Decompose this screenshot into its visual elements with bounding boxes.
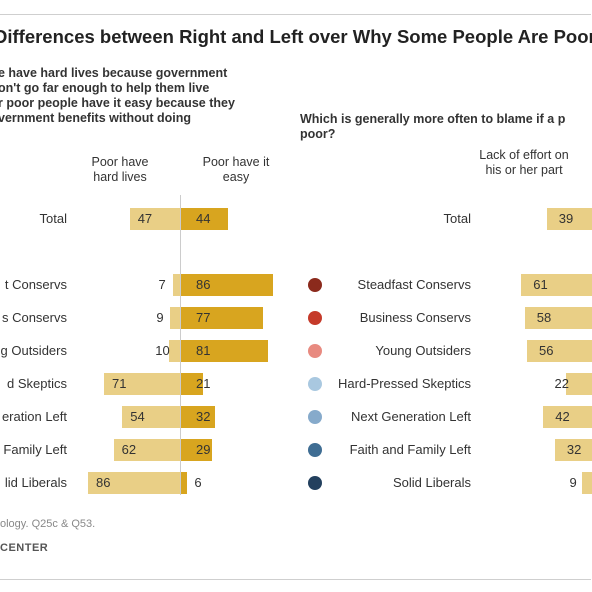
right-question-line: Which is generally more often to blame i… (300, 112, 566, 126)
bar-hard-lives (129, 208, 180, 230)
bar-label-easy: 77 (196, 310, 211, 325)
footer-source: ology. Q25c & Q53. (0, 518, 96, 530)
bar-label-lack-effort: 9 (569, 475, 577, 490)
bar-label-hard-lives: 71 (112, 376, 127, 391)
bar-label-lack-effort: 61 (533, 277, 548, 292)
right-question-line: poor? (300, 127, 336, 141)
segment-dot (308, 476, 322, 490)
footer-org: CENTER (0, 542, 49, 554)
segment-dot (308, 311, 322, 325)
left-row-label: s Conservs (1, 310, 67, 325)
bar-lack-effort (524, 307, 592, 329)
bar-lack-effort (546, 208, 592, 230)
left-question-line: vernment benefits without doing (0, 111, 192, 125)
right-row-label: Total (443, 211, 471, 226)
right-row-label: Next Generation Left (351, 409, 471, 424)
right-row-label: Hard-Pressed Skeptics (338, 376, 471, 391)
col-header-easy: Poor have it easy (202, 155, 270, 184)
bar-easy (181, 406, 216, 428)
bar-lack-effort (554, 439, 592, 461)
bar-label-lack-effort: 58 (536, 310, 552, 325)
bar-easy (181, 472, 188, 494)
bar-hard-lives (169, 340, 180, 362)
segment-dot (308, 410, 322, 424)
left-question-line: on't go far enough to help them live (0, 81, 210, 95)
left-row-label: d Skeptics (7, 376, 67, 391)
col-header-hard-lives: Poor have hard lives (91, 155, 149, 184)
left-question: e have hard lives because government on'… (0, 66, 235, 126)
right-row-label: Young Outsiders (375, 343, 471, 358)
left-row-label: Total (39, 211, 67, 226)
bar-lack-effort (581, 472, 592, 494)
bar-hard-lives (113, 439, 180, 461)
right-row-label: Business Conservs (359, 310, 471, 325)
bar-label-hard-lives: 62 (121, 442, 137, 457)
col-header-lack-effort: Lack of effort on his or her part (479, 148, 569, 177)
bar-easy (181, 208, 229, 230)
bar-hard-lives (122, 406, 180, 428)
bar-label-easy: 29 (196, 442, 211, 457)
bar-label-lack-effort: 39 (558, 211, 574, 226)
bar-easy (181, 274, 274, 296)
right-row-label: Solid Liberals (392, 475, 471, 490)
bar-label-lack-effort: 56 (539, 343, 554, 358)
segment-dot (308, 344, 322, 358)
bar-label-easy: 44 (196, 211, 211, 226)
right-row-label: Faith and Family Left (349, 442, 471, 457)
chart-frame (0, 14, 591, 580)
bar-label-easy: 86 (196, 277, 211, 292)
bar-label-hard-lives: 7 (158, 277, 166, 292)
left-question-line: e have hard lives because government (0, 66, 228, 80)
bar-easy (181, 439, 213, 461)
bar-lack-effort (566, 373, 592, 395)
left-axis-line (180, 195, 181, 495)
bar-label-easy: 6 (194, 475, 202, 490)
bar-easy (181, 340, 268, 362)
left-row-label: Family Left (3, 442, 67, 457)
bar-label-lack-effort: 22 (554, 376, 569, 391)
bar-label-lack-effort: 32 (566, 442, 582, 457)
bar-label-easy: 21 (196, 376, 211, 391)
left-question-line: r poor people have it easy because they (0, 96, 235, 110)
right-row-label: Steadfast Conservs (357, 277, 471, 292)
left-row-label: g Outsiders (0, 343, 67, 358)
right-question: Which is generally more often to blame i… (300, 112, 565, 142)
bar-lack-effort (543, 406, 592, 428)
segment-dot (308, 443, 322, 457)
segment-dot (308, 377, 322, 391)
bar-lack-effort (527, 340, 592, 362)
bar-label-hard-lives: 10 (155, 343, 170, 358)
bar-hard-lives (87, 472, 180, 494)
bar-lack-effort (521, 274, 592, 296)
bar-label-easy: 32 (196, 409, 211, 424)
bar-hard-lives (170, 307, 180, 329)
bar-easy (181, 373, 204, 395)
bar-label-lack-effort: 42 (555, 409, 570, 424)
bar-hard-lives (104, 373, 180, 395)
bar-label-hard-lives: 9 (156, 310, 164, 325)
bar-hard-lives (172, 274, 180, 296)
left-row-label: t Conservs (4, 277, 67, 292)
bar-label-hard-lives: 86 (95, 475, 111, 490)
bar-label-hard-lives: 54 (130, 409, 145, 424)
segment-dot (308, 278, 322, 292)
left-row-label: eration Left (1, 409, 67, 424)
left-row-label: lid Liberals (4, 475, 67, 490)
chart-title: Differences between Right and Left over … (0, 26, 592, 47)
bar-easy (181, 307, 264, 329)
bar-label-hard-lives: 47 (137, 211, 153, 226)
bar-label-easy: 81 (196, 343, 211, 358)
